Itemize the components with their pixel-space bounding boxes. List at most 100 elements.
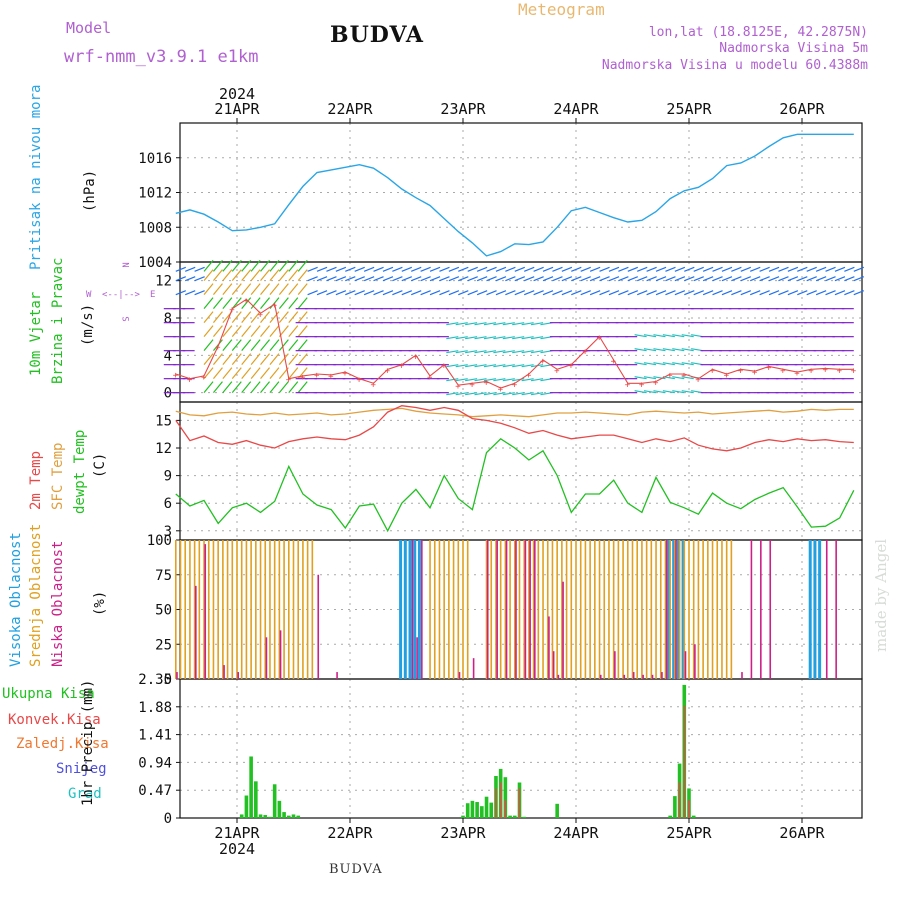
wind-arrow [552,290,563,296]
wind-arrow [495,276,507,282]
wind-arrow [495,290,507,296]
wind-arrow [844,276,855,282]
wind-arrow [184,266,196,272]
wind-arrow [853,276,865,282]
wind-arrow [175,290,187,296]
date-label-top: 26APR [779,100,825,118]
wind-arrow [486,290,497,296]
wind-arrow [250,339,261,352]
wind-arrow [493,364,506,368]
wind-arrow [307,266,318,272]
wind-arrow [768,276,780,282]
wind-arrow [693,276,704,282]
wind-arrow [288,311,299,324]
wind-arrow [231,269,242,282]
wind-arrow [420,276,431,282]
panel-frame [179,539,863,680]
wind-arrow [797,266,808,272]
wind-arrow [759,276,770,282]
wind-arrow [288,367,299,380]
wind-arrow [693,266,704,272]
wind-arrow [269,353,280,366]
wind-speed-point: + [229,306,235,316]
wind-arrow [521,364,534,368]
total-rain-bar [291,814,296,818]
wind-arrow [194,266,205,272]
wind-arrow [561,290,573,296]
date-label-bottom: 22APR [327,824,373,842]
wind-speed-point: + [639,380,645,390]
wind-arrow [521,378,534,382]
total-rain-bar [282,812,286,818]
wind-arrow [260,339,271,352]
wind-arrow [250,325,261,338]
wind-arrow [806,290,817,296]
wind-arrow [455,364,468,368]
convective-rain-bar [499,782,502,818]
model-elevation-text: Nadmorska Visina u modelu 60.4388m [601,58,868,73]
wind-arrow [561,266,573,272]
wind-arrow [307,290,318,296]
wind-arrow [521,392,534,396]
date-label-bottom: 21APR [214,824,260,842]
wind-speed-point: + [738,366,744,376]
wind-arrow [502,350,515,354]
wind-arrow [392,290,403,296]
wind-arrow [653,390,666,394]
wind-arrow [260,381,271,394]
wind-speed-point: + [385,366,391,376]
wind-arrow [392,276,403,282]
wind-arrow [269,297,280,310]
wind-arrow [672,362,685,366]
wind-arrow [483,336,497,340]
wind-arrow [653,362,666,366]
wind-speed-point: + [823,365,829,375]
wind-arrow [222,325,233,338]
wind-arrow [514,290,526,296]
wind-arrow [345,276,356,282]
wind-arrow [203,259,214,272]
total-rain-bar [673,796,677,818]
wind-arrow [439,266,450,272]
wind-arrow [674,276,686,282]
wind-arrow [212,297,223,310]
wind-arrow [571,276,582,282]
lonlat-text: lon,lat (18.8125E, 42.2875N) [648,25,868,40]
wind-arrow [589,290,601,296]
convective-rain-bar [688,800,690,818]
wind-arrow [571,266,582,272]
wind-arrow [203,353,214,366]
wind-arrow [643,362,657,366]
wind-arrow [474,392,487,396]
wind-arrow [382,290,394,296]
year-label-top: 2024 [219,85,255,103]
wind-arrow [634,376,647,380]
wind-arrow [250,381,261,394]
wind-arrow [446,378,459,382]
wind-arrow [493,322,506,326]
wind-arrow [326,290,337,296]
model-label: Model [66,19,112,37]
wind-arrow [505,266,516,272]
wind-arrow [297,297,308,310]
wind-arrow [373,276,384,282]
y-tick-label: 25 [155,637,172,653]
wind-arrow [446,322,459,326]
wind-arrow [636,266,648,272]
wind-arrow [731,290,742,296]
legend-freezing-rain: Zaledj.Kisa [16,736,109,752]
total-rain-bar [512,815,517,818]
wind-speed-point: + [540,357,546,367]
wind-arrow [326,266,337,272]
wind-arrow [653,376,666,380]
total-rain-bar [272,784,277,818]
wind-arrow [672,348,685,352]
total-rain-bar [277,800,282,818]
y-tick-label: 0 [164,811,172,827]
wind-arrow [465,350,478,354]
wind-arrow [212,381,223,394]
wind-arrow [523,290,535,296]
wind-arrow [458,276,469,282]
wind-arrow [542,290,554,296]
wind-arrow [797,290,808,296]
